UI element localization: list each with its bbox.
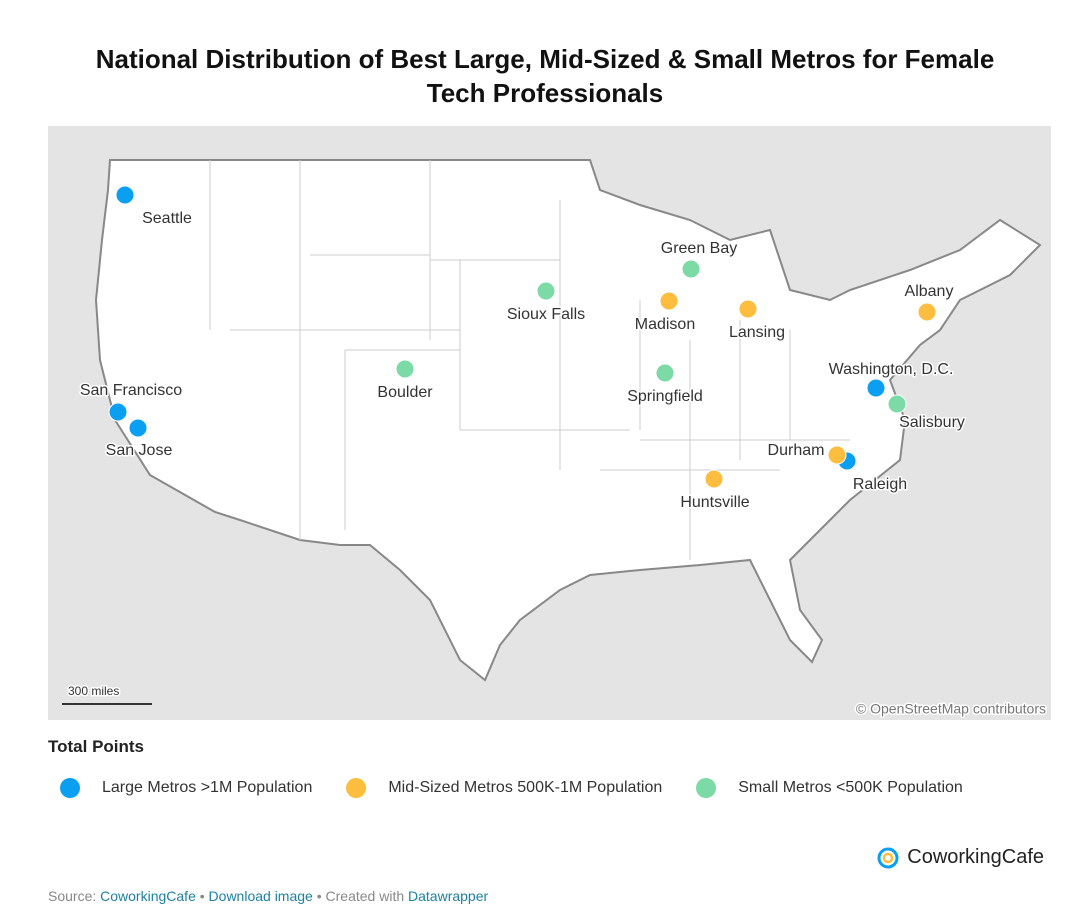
separator: • bbox=[199, 888, 205, 904]
city-marker bbox=[655, 363, 675, 383]
state-borders bbox=[209, 160, 850, 560]
city-marker bbox=[917, 302, 937, 322]
legend-item: Mid-Sized Metros 500K-1M Population bbox=[346, 778, 662, 798]
city-label: Green Bay bbox=[661, 240, 737, 257]
legend-label: Mid-Sized Metros 500K-1M Population bbox=[388, 779, 663, 796]
source-label: Source: bbox=[48, 888, 97, 904]
city-marker bbox=[128, 418, 148, 438]
title: National Distribution of Best Large, Mid… bbox=[95, 44, 995, 108]
footer: Source: CoworkingCafe • Download image •… bbox=[48, 888, 488, 904]
legend-title: Total Points bbox=[48, 737, 145, 756]
source-link[interactable]: CoworkingCafe bbox=[100, 888, 196, 904]
legend-swatch bbox=[346, 778, 367, 798]
city-label: Springfield bbox=[627, 388, 703, 405]
city-marker bbox=[659, 291, 679, 311]
map: 300 miles © OpenStreetMap contributors S… bbox=[48, 126, 1051, 730]
legend: Large Metros >1M Population Mid-Sized Met… bbox=[60, 778, 997, 798]
city-label: Seattle bbox=[142, 210, 192, 227]
city-marker bbox=[108, 402, 128, 422]
city-marker bbox=[827, 445, 847, 465]
city-marker bbox=[738, 299, 758, 319]
city-marker bbox=[681, 259, 701, 279]
city-marker bbox=[866, 378, 886, 398]
city-label: San Francisco bbox=[80, 382, 182, 399]
city-marker bbox=[395, 359, 415, 379]
city-label: Washington, D.C. bbox=[829, 361, 954, 378]
legend-swatch bbox=[696, 778, 717, 798]
legend-label: Small Metros <500K Population bbox=[738, 779, 963, 796]
logo: CoworkingCafe bbox=[877, 846, 1044, 869]
legend-label: Large Metros >1M Population bbox=[102, 779, 313, 796]
separator: • bbox=[316, 888, 322, 904]
city-label: San Jose bbox=[106, 442, 173, 459]
city-label: Huntsville bbox=[680, 494, 749, 511]
legend-item: Small Metros <500K Population bbox=[696, 778, 963, 798]
city-label: Albany bbox=[905, 283, 954, 300]
city-label: Madison bbox=[635, 316, 695, 333]
city-label: Lansing bbox=[729, 324, 785, 341]
logo-icon bbox=[877, 847, 899, 868]
scale-label: 300 miles bbox=[68, 684, 119, 698]
legend-item: Large Metros >1M Population bbox=[60, 778, 312, 798]
us-land bbox=[94, 159, 1042, 682]
city-marker bbox=[536, 281, 556, 301]
created-label: Created with bbox=[325, 888, 405, 904]
city-label: Raleigh bbox=[853, 476, 907, 493]
city-label: Durham bbox=[768, 442, 825, 459]
logo-text: CoworkingCafe bbox=[907, 846, 1044, 868]
city-marker bbox=[887, 394, 907, 414]
attribution: © OpenStreetMap contributors bbox=[856, 701, 1046, 717]
city-label: Boulder bbox=[377, 384, 433, 401]
city-label: Salisbury bbox=[899, 414, 965, 431]
city-marker bbox=[115, 185, 135, 205]
city-marker bbox=[704, 469, 724, 489]
map-edge bbox=[48, 720, 1051, 730]
tool-link[interactable]: Datawrapper bbox=[408, 888, 489, 904]
legend-swatch bbox=[60, 778, 80, 798]
city-label: Sioux Falls bbox=[507, 306, 585, 323]
download-link[interactable]: Download image bbox=[208, 888, 313, 904]
